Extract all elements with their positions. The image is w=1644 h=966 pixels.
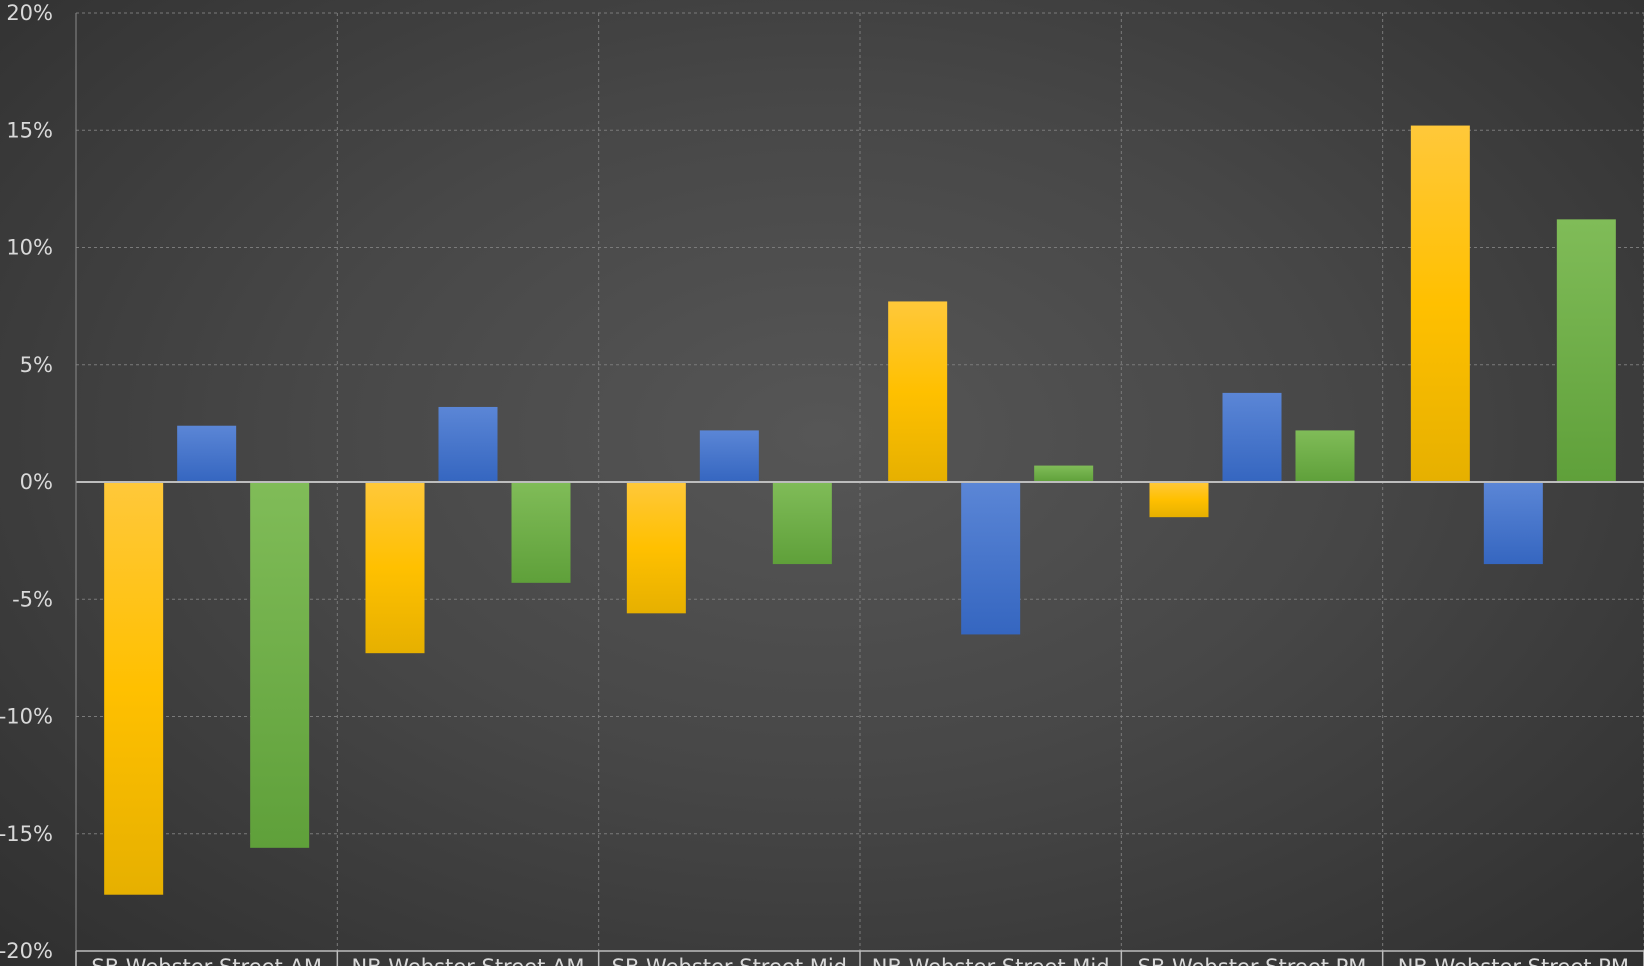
bar-series-2-2: [699, 430, 759, 482]
y-tick-label: 5%: [20, 353, 53, 377]
x-category-label: SB Webster Street AM: [91, 955, 322, 966]
x-category-label: NB Webster Street PM: [1398, 955, 1629, 966]
bar-series-3-3: [1034, 465, 1094, 482]
y-tick-label: 10%: [6, 236, 53, 260]
x-category-label: NB Webster Street Mid: [872, 955, 1110, 966]
bar-series-2-0: [177, 425, 237, 482]
bar-series-3-2: [772, 482, 832, 565]
bar-series-2-3: [961, 482, 1021, 635]
bar-series-1-5: [1410, 125, 1470, 482]
bar-series-1-3: [888, 301, 948, 482]
bar-series-1-1: [365, 482, 425, 654]
y-tick-label: -10%: [0, 705, 53, 729]
y-tick-label: -5%: [12, 587, 53, 611]
x-category-label: SB Webster Street PM: [1138, 955, 1367, 966]
bar-series-3-5: [1556, 219, 1616, 483]
bar-series-3-0: [250, 482, 310, 848]
y-tick-label: 15%: [6, 118, 53, 142]
x-category-label: NB Webster Street AM: [352, 955, 585, 966]
bar-series-3-1: [511, 482, 571, 583]
y-tick-label: 0%: [20, 470, 53, 494]
y-tick-label: -20%: [0, 939, 53, 963]
bars: [104, 125, 1616, 895]
bar-series-2-4: [1222, 392, 1282, 482]
bar-series-1-0: [104, 482, 164, 895]
y-tick-label: -15%: [0, 822, 53, 846]
bar-series-2-1: [438, 406, 498, 482]
bar-series-3-4: [1295, 430, 1355, 482]
bar-series-1-2: [626, 482, 686, 614]
x-category-label: SB Webster Street Mid: [612, 955, 847, 966]
bar-series-2-5: [1483, 482, 1543, 565]
y-tick-label: 20%: [6, 1, 53, 25]
bar-series-1-4: [1149, 482, 1209, 518]
